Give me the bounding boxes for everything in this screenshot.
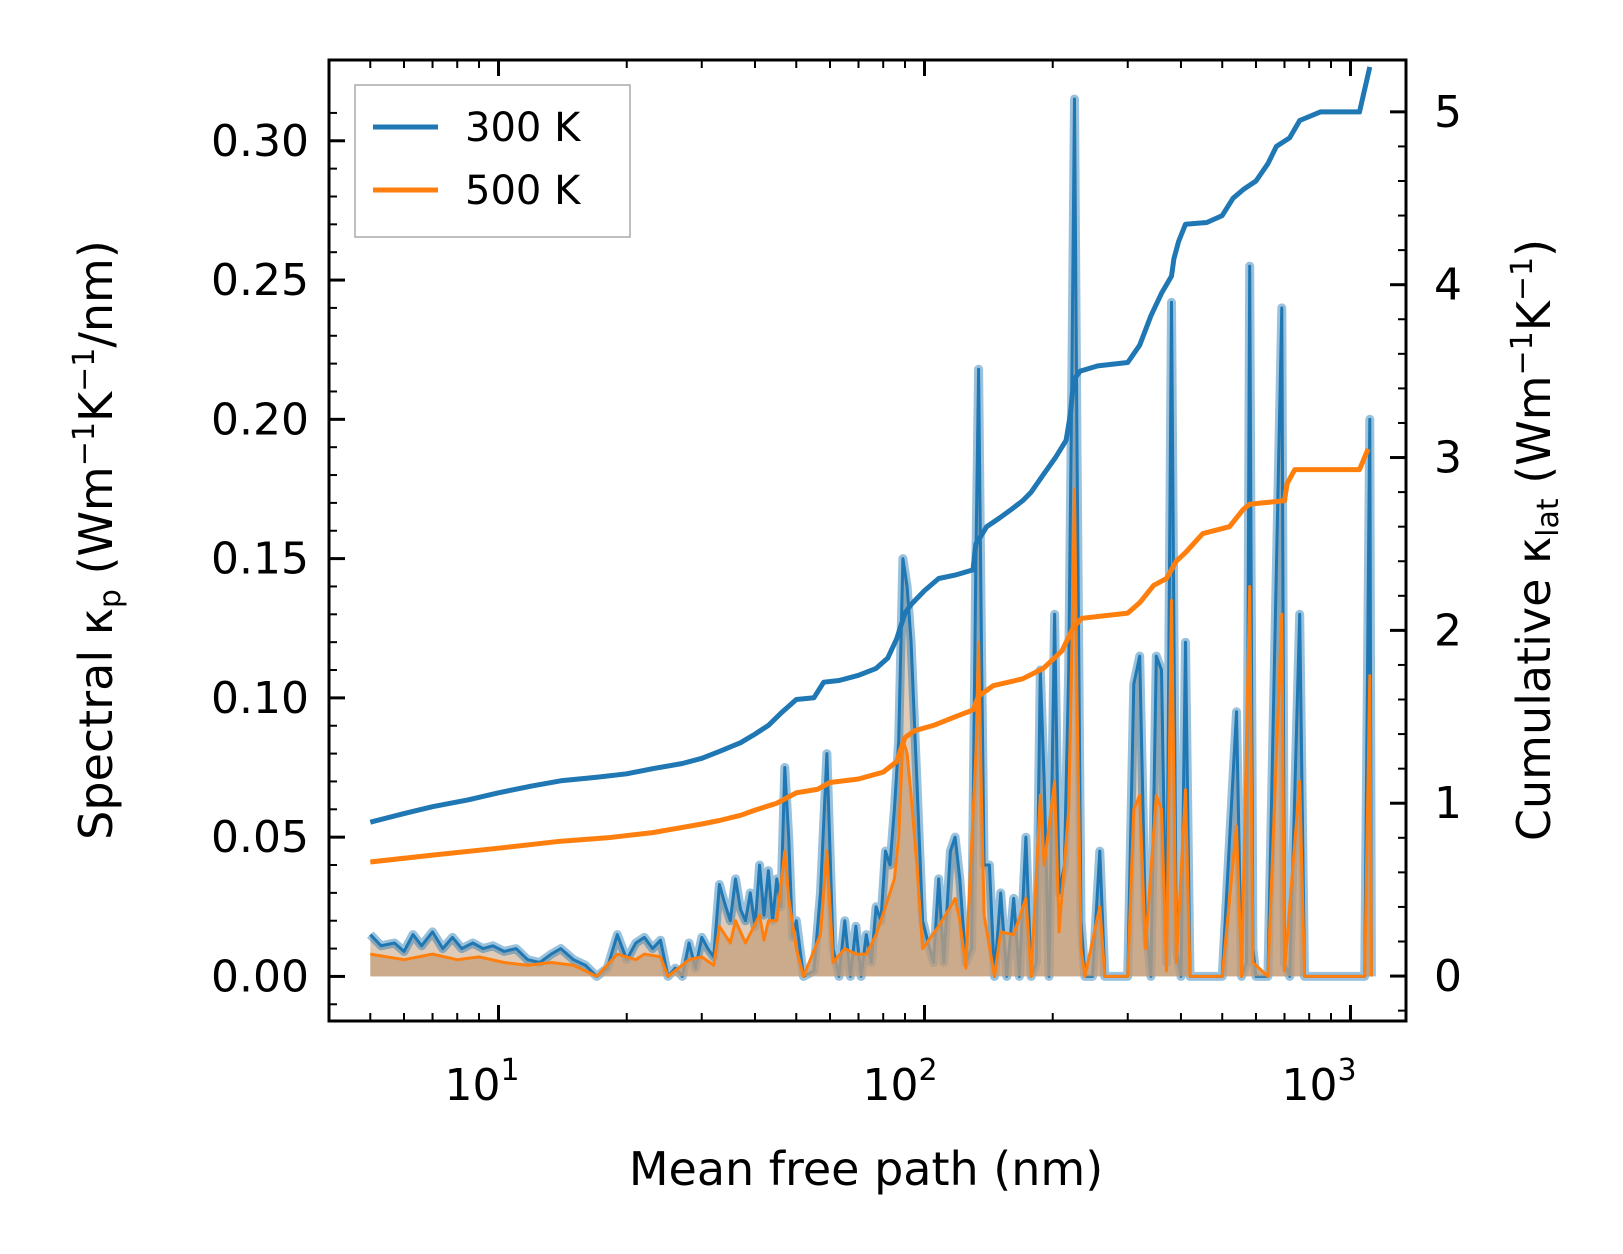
cumulative-line-500k: [370, 447, 1371, 865]
left-tick-labels: 0.00 0.05 0.10 0.15 0.20 0.25 0.30: [211, 116, 309, 1003]
right-tick-labels: 0 1 2 3 4 5: [1434, 87, 1462, 1002]
right-tick-label: 3: [1434, 433, 1462, 484]
x-tick-label-100: 102: [862, 1053, 937, 1111]
plot-frame: [327, 58, 1408, 1023]
spectral-line-500k: [370, 487, 1373, 978]
legend: 300 K 500 K: [354, 84, 631, 238]
cumulative-line-300k: [369, 66, 1373, 825]
cumulative-lines-layer: [369, 66, 1373, 865]
right-tick-label: 5: [1434, 87, 1462, 138]
left-tick-label: 0.30: [211, 116, 309, 167]
x-axis-title: Mean free path (nm): [629, 1142, 1103, 1196]
x-tick-label-1000: 103: [1281, 1053, 1356, 1111]
left-tick-label: 0.20: [211, 394, 309, 445]
left-axis-title: Spectral κp (Wm−1K−1/nm): [67, 240, 128, 840]
left-tick-label: 0.05: [211, 812, 309, 863]
left-tick-label: 0.00: [211, 951, 309, 1002]
legend-label-300k: 300 K: [465, 105, 582, 151]
spectral-area-layer: [367, 94, 1376, 981]
legend-box: [354, 84, 631, 238]
right-tick-label: 4: [1434, 260, 1462, 311]
left-tick-label: 0.25: [211, 255, 309, 306]
right-tick-label: 2: [1434, 605, 1462, 656]
right-tick-label: 0: [1434, 951, 1462, 1002]
left-tick-label: 0.15: [211, 534, 309, 585]
left-tick-label: 0.10: [211, 673, 309, 724]
legend-label-500k: 500 K: [465, 168, 582, 214]
spectral-line-300k: [369, 97, 1373, 978]
axis-ticks: [328, 60, 1406, 1021]
right-tick-label: 1: [1434, 778, 1462, 829]
x-tick-label-10: 101: [444, 1053, 519, 1111]
right-axis-title: Cumulative κlat (Wm−1K−1): [1505, 239, 1566, 841]
